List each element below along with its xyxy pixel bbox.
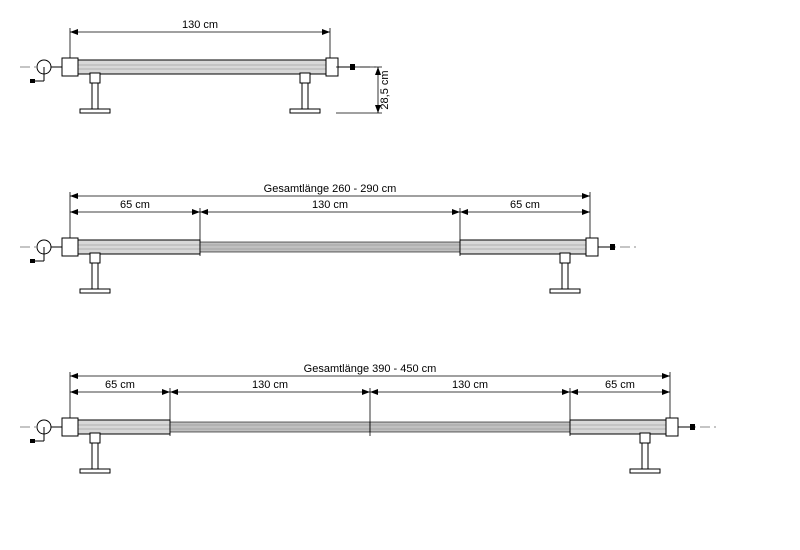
svg-text:65 cm: 65 cm [105,379,135,391]
svg-text:65 cm: 65 cm [510,199,540,211]
svg-text:65 cm: 65 cm [120,199,150,211]
svg-text:Gesamtlänge 260 - 290 cm: Gesamtlänge 260 - 290 cm [264,183,397,195]
svg-text:130 cm: 130 cm [312,199,348,211]
svg-text:130 cm: 130 cm [252,379,288,391]
svg-text:Gesamtlänge 390 - 450 cm: Gesamtlänge 390 - 450 cm [304,363,437,375]
technical-drawing: 130 cm 28,5 cm 65 cm 130 cm 65 cm Gesamtlänge… [0,0,800,550]
svg-text:28,5 cm: 28,5 cm [379,70,391,109]
svg-text:130 cm: 130 cm [452,379,488,391]
svg-text:65 cm: 65 cm [605,379,635,391]
svg-text:130 cm: 130 cm [182,19,218,31]
